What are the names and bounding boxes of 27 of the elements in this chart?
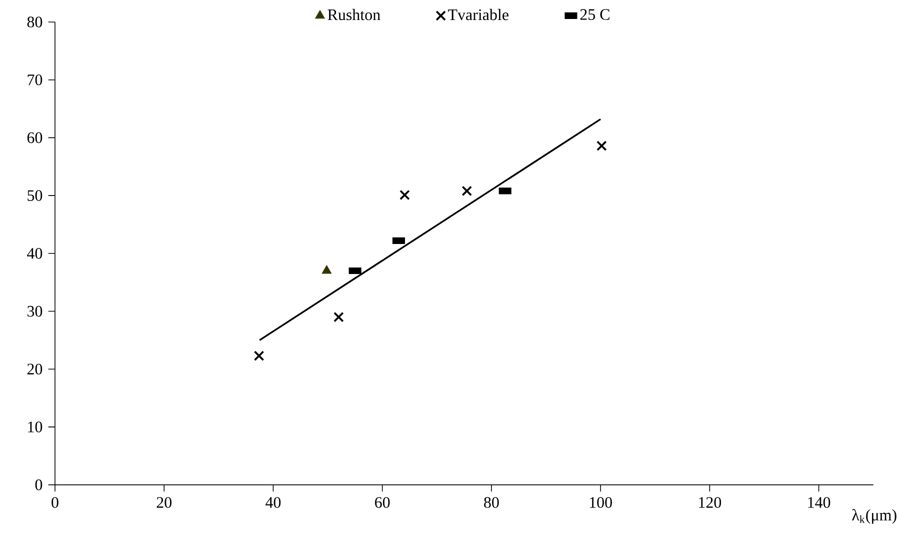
point xyxy=(400,190,410,200)
legend-label: Rushton xyxy=(328,9,380,20)
y-tick-label: 30 xyxy=(28,306,42,317)
y-tick-label: 70 xyxy=(28,74,42,86)
y-tick-label: 50 xyxy=(28,190,42,202)
point xyxy=(462,186,472,196)
point xyxy=(596,140,607,152)
x-tick-label: 20 xyxy=(156,497,172,508)
x-tick-label: 120 xyxy=(699,497,722,508)
x-tick-label: 0 xyxy=(52,497,58,508)
y-tick-label: 40 xyxy=(27,248,42,259)
y-tick-label: 80 xyxy=(27,16,42,28)
x-axis-title: λ$_{k}$(μm) xyxy=(852,509,896,524)
point xyxy=(322,265,332,274)
x-tick-label: 80 xyxy=(484,497,499,508)
x-tick-label: 40 xyxy=(266,497,281,508)
y-tick-label: 20 xyxy=(27,364,42,375)
point xyxy=(334,312,344,322)
legend-label: Tvariable xyxy=(448,9,508,20)
y-tick-label: 0 xyxy=(35,480,42,490)
x-tick-label: 100 xyxy=(590,497,612,508)
x-tick-label: 140 xyxy=(808,497,830,508)
y-tick-label: 60 xyxy=(27,132,42,144)
x-tick-label: 60 xyxy=(375,497,390,508)
legend-label: 25 C xyxy=(580,9,610,20)
y-tick-label: 10 xyxy=(28,422,42,432)
point xyxy=(254,350,264,362)
